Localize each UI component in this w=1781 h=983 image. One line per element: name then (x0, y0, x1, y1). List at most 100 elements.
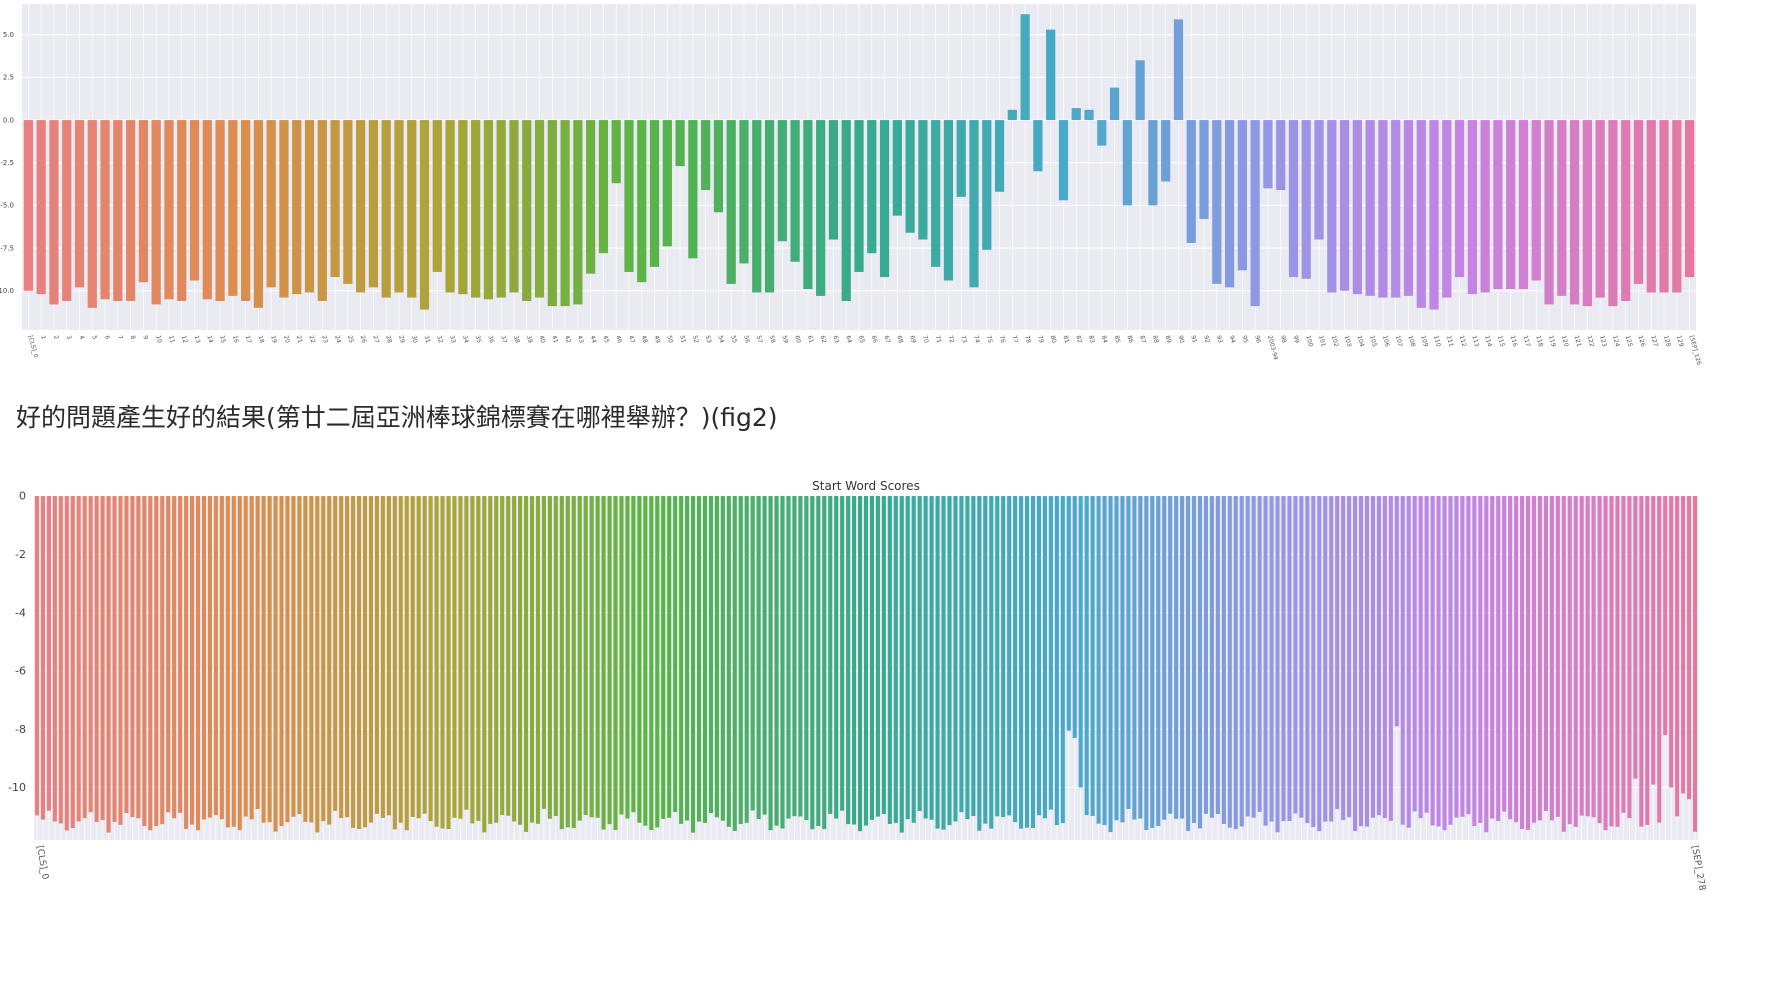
bar (1203, 496, 1208, 814)
bar (1645, 496, 1650, 825)
bar (524, 496, 529, 832)
bar (1341, 496, 1346, 821)
x-tick-label-group: 93 (1215, 335, 1224, 344)
x-tick-label: 104 (1355, 335, 1365, 348)
bar (410, 496, 415, 817)
x-tick-label: 51 (678, 335, 687, 344)
bar (201, 496, 207, 820)
x-tick-label: 82 (1074, 335, 1083, 344)
bar (100, 120, 110, 300)
y-tick-label: -7.5 (0, 244, 14, 252)
x-tick-label-group: 22 (308, 335, 317, 344)
bar (345, 496, 350, 818)
x-tick-label-group: 37 (499, 335, 508, 344)
bar (1109, 87, 1120, 121)
bar (1506, 120, 1516, 290)
bar (577, 496, 582, 821)
x-tick-label: 119 (1547, 335, 1557, 348)
y-tick-label: -4 (15, 606, 26, 619)
y-tick-label: -2 (15, 548, 26, 561)
bar (522, 120, 532, 301)
bar (1685, 120, 1695, 278)
bar (422, 496, 427, 814)
bar (649, 120, 660, 267)
x-tick-label: 2 (52, 335, 60, 341)
bar (777, 120, 787, 242)
bar (547, 120, 557, 307)
bar (64, 496, 69, 831)
bar (1490, 496, 1495, 819)
bar (764, 120, 775, 293)
bar (386, 496, 391, 816)
bar (1150, 496, 1155, 829)
bar (637, 120, 647, 283)
y-tick-label: 0.0 (3, 116, 14, 124)
x-tick-label-group: 95 (1240, 335, 1249, 344)
x-tick-label-group: 116 (1509, 335, 1519, 348)
x-tick-label-group: 115 (1496, 335, 1506, 348)
bar (49, 120, 59, 305)
bar (1251, 496, 1256, 818)
x-tick-label: 6 (103, 335, 111, 341)
bar (989, 496, 994, 829)
bar (23, 120, 33, 291)
x-tick-label-group: 109 (1419, 335, 1429, 348)
x-tick-label-group: 73 (959, 335, 968, 344)
bar (673, 496, 678, 812)
bar (1001, 496, 1006, 818)
bar (464, 496, 469, 810)
bar (106, 496, 111, 833)
bar (571, 496, 576, 829)
bar (1323, 496, 1328, 822)
bar (983, 496, 988, 824)
bar (1025, 496, 1030, 828)
x-tick-label-group: 75 (985, 335, 994, 344)
x-tick-label-group: 42 (563, 335, 572, 344)
bar (142, 496, 147, 827)
bar (643, 496, 648, 826)
bar (1301, 120, 1311, 279)
x-tick-label: 70 (921, 335, 930, 344)
x-tick-label-group: 122 (1585, 335, 1595, 348)
bar (923, 496, 928, 819)
bar (726, 496, 731, 827)
x-tick-label-group: 96 (1253, 335, 1262, 344)
bar (267, 496, 272, 823)
bar (586, 120, 596, 274)
x-tick-label: 114 (1483, 335, 1493, 348)
x-tick-label-group: 61 (806, 335, 815, 344)
bar (471, 120, 481, 298)
bar (291, 496, 296, 817)
bar (1209, 496, 1214, 818)
bar (560, 120, 570, 307)
bar (1036, 496, 1041, 816)
bar (1493, 120, 1503, 290)
bar (1621, 120, 1631, 301)
bar (565, 496, 570, 828)
x-tick-label-group: 69 (908, 335, 917, 344)
x-tick-label-group: 124 (1611, 335, 1621, 348)
x-tick-label-group: 27 (371, 335, 380, 344)
bar (1633, 496, 1638, 779)
bar (619, 496, 624, 815)
bar (87, 120, 97, 308)
bar (1120, 496, 1125, 823)
x-tick-label: 106 (1381, 335, 1391, 348)
bar (1561, 496, 1566, 832)
x-tick-label: 94 (1228, 335, 1237, 344)
x-tick-label: 50 (665, 335, 674, 344)
bar (762, 496, 767, 815)
x-tick-label: 33 (448, 335, 457, 344)
bar (482, 496, 487, 833)
x-tick-label: 84 (1100, 335, 1109, 344)
bar (780, 496, 785, 829)
bar (266, 120, 276, 288)
x-tick-label: 121 (1573, 335, 1583, 348)
x-tick-label: 54 (717, 335, 726, 344)
bar (483, 120, 494, 300)
bar (1269, 496, 1274, 822)
x-tick-label-group: 100 (1304, 335, 1314, 348)
x-tick-label-group: 16 (231, 335, 240, 344)
bar (982, 120, 992, 250)
x-tick-label-group: 128 (1662, 335, 1672, 348)
